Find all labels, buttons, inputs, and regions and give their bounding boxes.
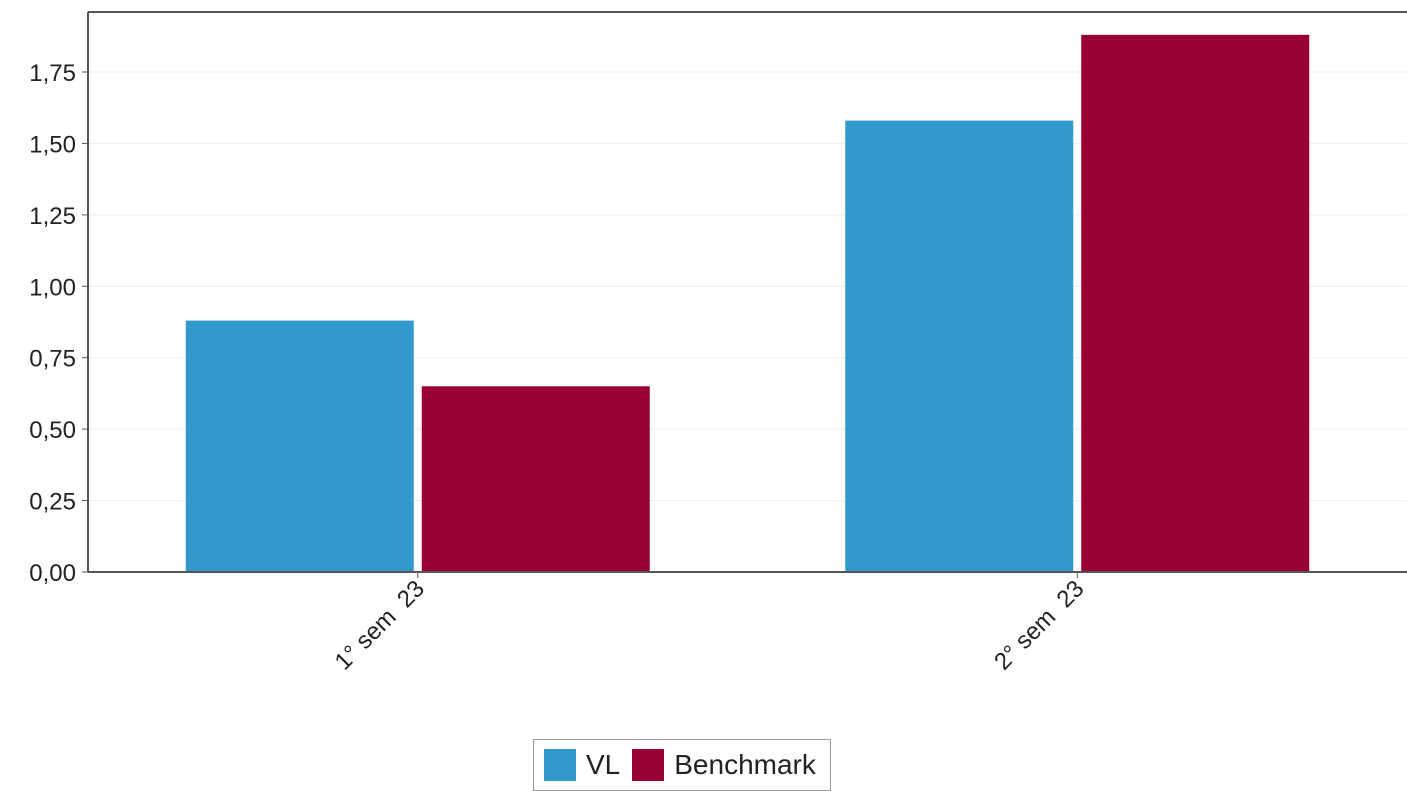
- legend-label-benchmark: Benchmark: [674, 749, 816, 780]
- bar-vl-1[interactable]: [185, 320, 414, 572]
- y-tick-label: 0,50: [29, 417, 76, 444]
- y-tick-label: 1,25: [29, 203, 76, 230]
- y-tick-label: 0,25: [29, 489, 76, 516]
- bar-benchmark-1[interactable]: [421, 386, 650, 572]
- x-tick-label: 1° sem 23: [330, 575, 430, 675]
- legend-item-benchmark[interactable]: Benchmark: [632, 749, 816, 781]
- x-tick-labels: 1° sem 23 2° sem 23: [330, 572, 1089, 676]
- legend-swatch-benchmark: [632, 749, 665, 781]
- bars: [185, 34, 1310, 573]
- legend-swatch-vl: [544, 749, 576, 781]
- legend-label-vl: VL: [586, 749, 621, 780]
- bar-benchmark-2[interactable]: [1081, 34, 1310, 573]
- y-tick-label: 1,00: [29, 274, 76, 301]
- y-tick-label: 1,75: [29, 60, 76, 87]
- x-tick-label: 2° sem 23: [989, 575, 1089, 675]
- y-tick-label: 1,50: [29, 131, 76, 158]
- bar-vl-2[interactable]: [845, 120, 1074, 573]
- legend: VL Benchmark: [533, 739, 831, 791]
- y-tick-label: 0,75: [29, 346, 76, 373]
- legend-item-vl[interactable]: VL: [544, 749, 620, 781]
- y-tick-labels: 0,00 0,25 0,50 0,75 1,00 1,25 1,50 1,75: [29, 60, 88, 587]
- axes: [87, 11, 1407, 573]
- y-tick-label: 0,00: [29, 560, 76, 587]
